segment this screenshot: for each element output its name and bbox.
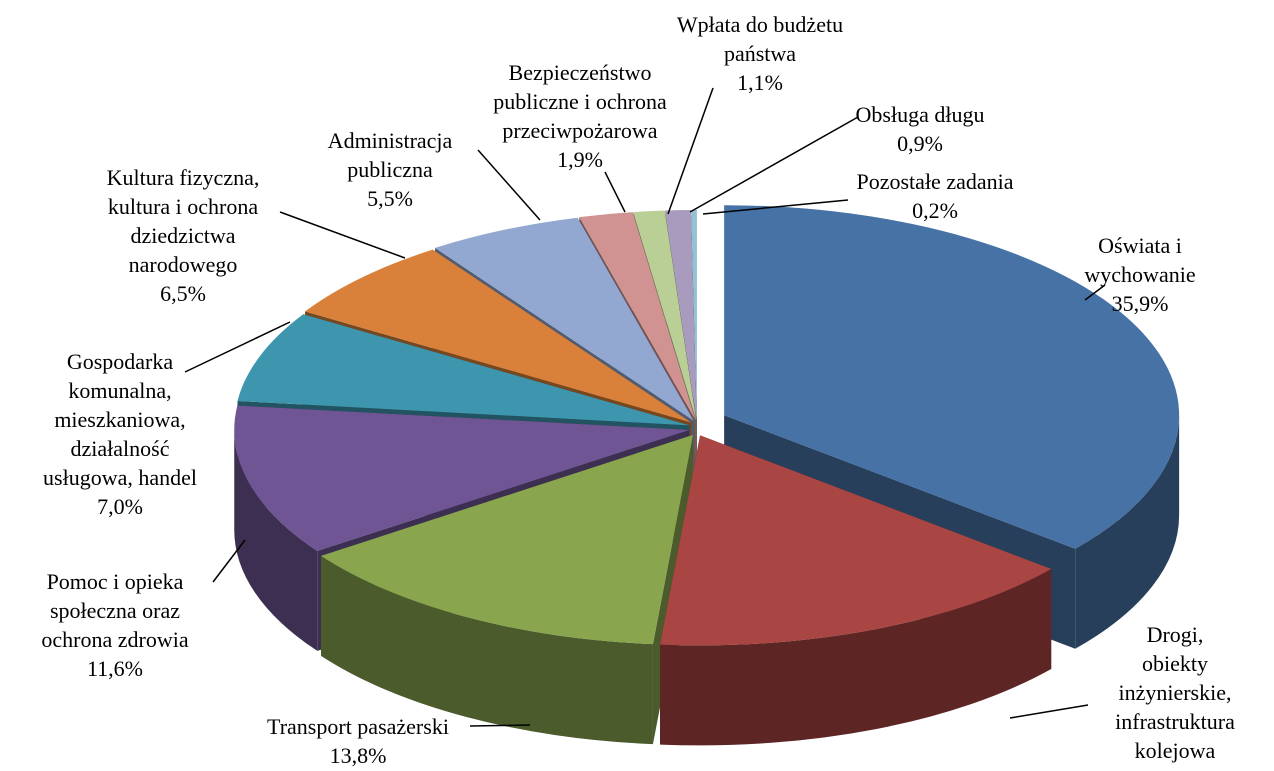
slice — [237, 314, 690, 426]
data-label: Gospodarka komunalna, mieszkaniowa, dzia… — [43, 347, 197, 521]
leader-line — [604, 171, 626, 213]
value-label: 35,9% — [1111, 291, 1169, 316]
data-label: Pozostałe zadania 0,2% — [857, 167, 1014, 225]
leader-line — [279, 211, 406, 259]
category-label: Bezpieczeństwo publiczne i ochrona przec… — [493, 60, 667, 143]
slice — [665, 210, 697, 421]
category-label: Pomoc i opieka społeczna oraz ochrona zd… — [41, 569, 189, 652]
slice — [234, 405, 690, 551]
data-label: Administracja publiczna 5,5% — [328, 126, 453, 213]
leader-line — [689, 116, 859, 213]
slice-outer-wall — [1075, 415, 1180, 649]
data-label: Obsługa długu 0,9% — [856, 100, 985, 158]
slice — [321, 434, 694, 645]
leader-line — [212, 539, 246, 583]
leader-line — [667, 87, 714, 215]
data-label: Pomoc i opieka społeczna oraz ochrona zd… — [41, 567, 188, 683]
leader-line — [1009, 704, 1089, 719]
category-label: Pozostałe zadania — [856, 169, 1014, 194]
value-label: 1,9% — [557, 147, 603, 172]
data-label: Oświata i wychowanie 35,9% — [1073, 231, 1207, 318]
data-label: Kultura fizyczna, kultura i ochrona dzie… — [107, 163, 260, 308]
category-label: Oświata i wychowanie — [1084, 233, 1196, 287]
leader-line — [184, 321, 291, 373]
value-label: 0,2% — [912, 198, 958, 223]
slice — [435, 217, 694, 421]
value-label: 5,5% — [367, 186, 413, 211]
slice — [691, 210, 697, 421]
data-label: Drogi, obiekty inżynierskie, infrastrukt… — [1115, 620, 1235, 771]
data-label: Bezpieczeństwo publiczne i ochrona przec… — [493, 58, 667, 174]
category-label: Gospodarka komunalna, mieszkaniowa, dzia… — [43, 349, 197, 490]
category-label: Drogi, obiekty inżynierskie, infrastrukt… — [1115, 622, 1235, 763]
leader-line — [702, 199, 849, 215]
value-label: 0,9% — [897, 131, 943, 156]
category-label: Transport pasażerski — [267, 714, 449, 739]
slice-outer-wall — [660, 568, 1052, 746]
category-label: Kultura fizyczna, kultura i ochrona dzie… — [106, 165, 260, 277]
value-label: 6,5% — [160, 281, 206, 306]
category-label: Administracja publiczna — [327, 128, 453, 182]
data-label: Transport pasażerski 13,8% — [267, 712, 449, 770]
slice-outer-wall — [234, 429, 318, 651]
value-label: 11,6% — [86, 656, 143, 681]
slice — [633, 210, 697, 421]
value-label: 1,1% — [737, 70, 783, 95]
slice — [579, 212, 696, 421]
value-label: 13,8% — [329, 743, 387, 768]
slice — [724, 205, 1180, 549]
slice-outer-wall — [321, 555, 653, 745]
slice — [660, 435, 1052, 646]
category-label: Wpłata do budżetu państwa — [676, 12, 844, 66]
category-label: Obsługa długu — [855, 102, 985, 127]
leader-line — [469, 724, 531, 727]
leader-line — [477, 149, 541, 221]
slice — [305, 249, 692, 423]
value-label: 7,0% — [97, 494, 143, 519]
data-label: Wpłata do budżetu państwa 1,1% — [677, 10, 843, 97]
leader-line — [1084, 284, 1106, 301]
value-label: 15,4% — [1115, 765, 1235, 771]
